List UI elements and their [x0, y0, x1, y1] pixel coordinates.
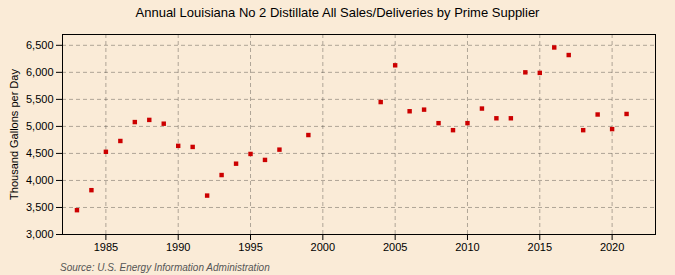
svg-text:2020: 2020: [600, 241, 624, 253]
svg-text:1995: 1995: [238, 241, 262, 253]
svg-text:5,000: 5,000: [26, 120, 54, 132]
svg-text:3,000: 3,000: [26, 228, 54, 240]
html-text:Source: U.S. Energy Informatio: Source: U.S. Energy Information Administ…: [60, 262, 270, 273]
svg-text:4,500: 4,500: [26, 147, 54, 159]
svg-text:2000: 2000: [311, 241, 335, 253]
svg-text:6,000: 6,000: [26, 66, 54, 78]
svg-text:1985: 1985: [94, 241, 118, 253]
svg-text:5,500: 5,500: [26, 93, 54, 105]
svg-text:4,000: 4,000: [26, 174, 54, 186]
svg-text:3,500: 3,500: [26, 201, 54, 213]
svg-text:2015: 2015: [528, 241, 552, 253]
svg-text:2010: 2010: [455, 241, 479, 253]
svg-text:Thousand Gallons per Day: Thousand Gallons per Day: [8, 69, 20, 200]
svg-text:6,500: 6,500: [26, 39, 54, 51]
html-text:Annual Louisiana No 2 Distilla: Annual Louisiana No 2 Distillate All Sal…: [135, 5, 540, 20]
svg-text:2005: 2005: [383, 241, 407, 253]
svg-text:1990: 1990: [166, 241, 190, 253]
